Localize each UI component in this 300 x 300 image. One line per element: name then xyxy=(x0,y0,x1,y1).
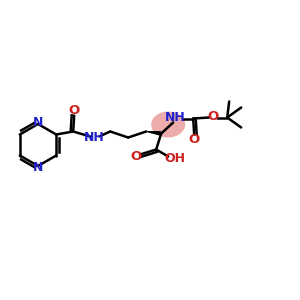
Text: OH: OH xyxy=(165,152,186,165)
Text: N: N xyxy=(33,116,43,129)
Text: O: O xyxy=(69,104,80,117)
Text: NH: NH xyxy=(165,111,186,124)
Text: N: N xyxy=(33,161,43,174)
Text: O: O xyxy=(189,133,200,146)
Text: NH: NH xyxy=(84,131,105,144)
Text: O: O xyxy=(208,110,219,123)
Ellipse shape xyxy=(151,112,185,137)
Text: O: O xyxy=(130,150,142,163)
